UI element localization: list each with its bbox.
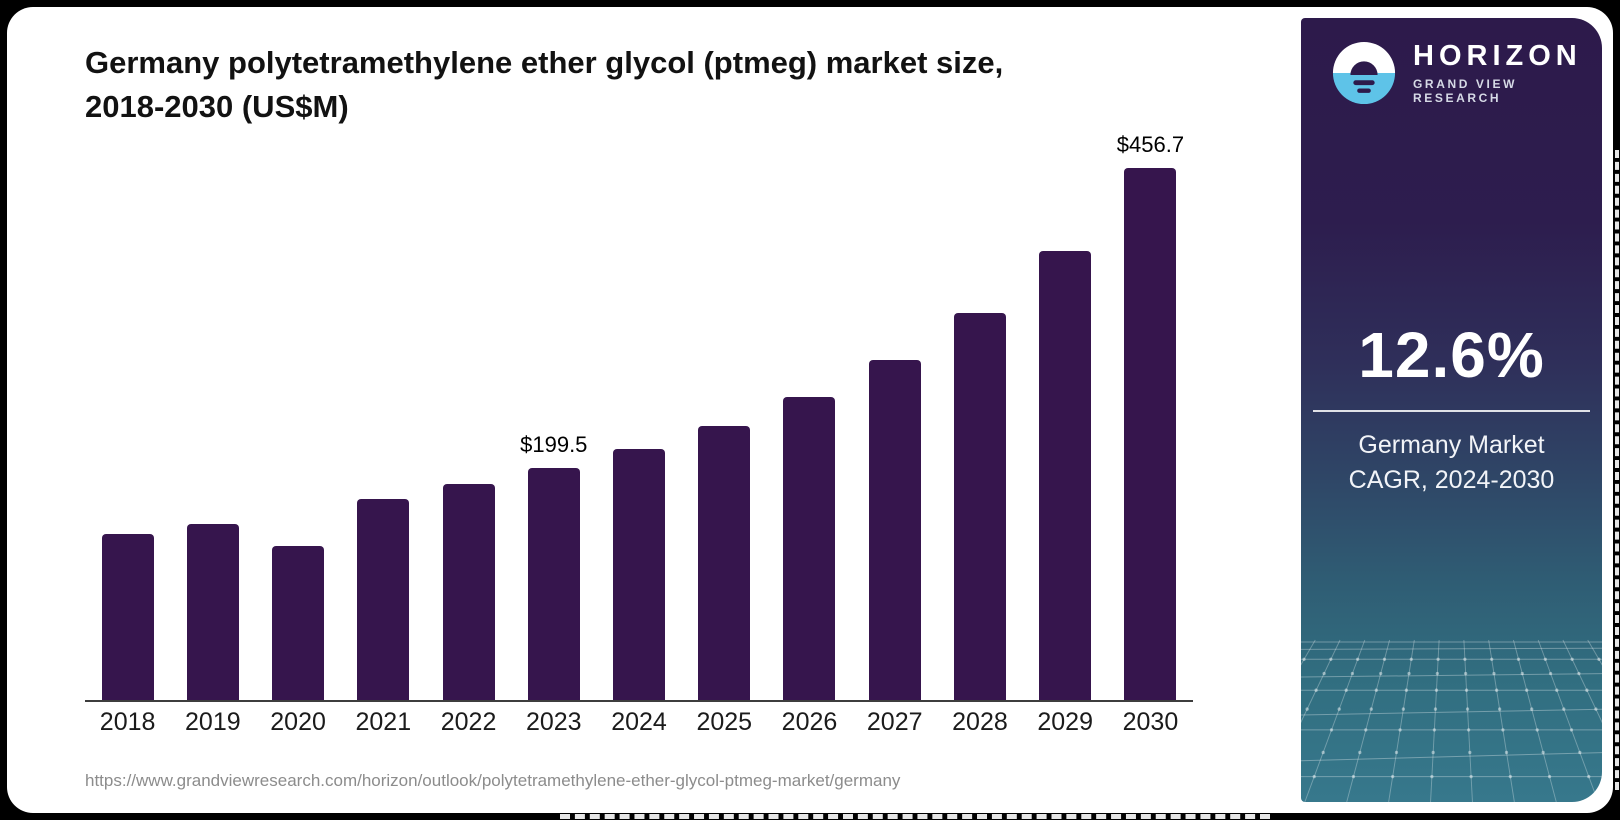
- source-url-link[interactable]: https://www.grandviewresearch.com/horizo…: [85, 771, 901, 790]
- x-tick-2018: 2018: [99, 708, 156, 736]
- cropped-content-dashes-right: [1615, 150, 1619, 790]
- x-tick-2029: 2029: [1037, 708, 1093, 736]
- x-tick-2023: 2023: [525, 708, 582, 736]
- bar-column-2024: [596, 140, 681, 700]
- cagr-caption: Germany Market CAGR, 2024-2030: [1301, 428, 1602, 498]
- infographic-card: Germany polytetramethylene ether glycol …: [7, 7, 1613, 813]
- bar-column-2025: [682, 140, 767, 700]
- brand-logo: HORIZON GRAND VIEW RESEARCH: [1331, 40, 1582, 106]
- wireframe-mesh-decoration: [1301, 632, 1602, 802]
- cagr-stat-block: 12.6% Germany Market CAGR, 2024-2030: [1301, 318, 1602, 498]
- cagr-caption-line2: CAGR, 2024-2030: [1348, 466, 1555, 494]
- cagr-value: 12.6%: [1358, 319, 1545, 391]
- x-tick-2020: 2020: [270, 708, 326, 736]
- x-tick-2022: 2022: [440, 708, 497, 736]
- brand-sidebar: HORIZON GRAND VIEW RESEARCH 12.6% German…: [1301, 18, 1602, 802]
- bar-2019[interactable]: [186, 523, 239, 700]
- bar-column-2018: [85, 140, 170, 700]
- brand-subtitle: GRAND VIEW RESEARCH: [1413, 76, 1517, 105]
- bar-2026[interactable]: [783, 397, 836, 700]
- chart-title: Germany polytetramethylene ether glycol …: [85, 41, 1195, 129]
- wireframe-mesh-svg: [1301, 639, 1602, 802]
- x-axis-tick-row: 2018 2019 2020 2021 2022 2023 2024 2025 2026 2027…: [85, 708, 1193, 737]
- cropped-content-dashes-bottom: [560, 814, 1270, 819]
- cagr-caption-line1: Germany Market: [1358, 431, 1545, 459]
- bar-2030[interactable]: [1124, 168, 1177, 700]
- x-tick-2026: 2026: [781, 708, 838, 736]
- brand-name: HORIZON: [1413, 40, 1582, 73]
- bar-column-2029: [1023, 140, 1108, 700]
- bar-column-2023: $199.5: [511, 140, 596, 700]
- bar-2025[interactable]: [698, 426, 751, 700]
- x-tick-2021: 2021: [355, 708, 412, 736]
- bar-2023[interactable]: [527, 467, 580, 700]
- bar-column-2026: [767, 140, 852, 700]
- bar-column-2019: [170, 140, 255, 700]
- chart-title-line1: Germany polytetramethylene ether glycol …: [85, 45, 1004, 80]
- x-tick-2027: 2027: [866, 708, 923, 736]
- bar-2028[interactable]: [953, 312, 1006, 700]
- bar-value-label-2030: $456.7: [1116, 132, 1185, 157]
- stat-divider: [1313, 410, 1590, 412]
- bar-2029[interactable]: [1039, 250, 1092, 700]
- x-tick-2024: 2024: [611, 708, 667, 736]
- bar-2020[interactable]: [272, 546, 325, 700]
- brand-text: HORIZON GRAND VIEW RESEARCH: [1413, 40, 1582, 105]
- bar-value-label-2023: $199.5: [520, 431, 588, 457]
- bar-column-2021: [341, 140, 426, 700]
- x-tick-2019: 2019: [185, 708, 241, 736]
- x-tick-2030: 2030: [1122, 708, 1179, 736]
- x-tick-2025: 2025: [696, 708, 753, 736]
- bar-column-2022: [426, 140, 511, 700]
- bar-chart-plot-area: $199.5 $456.7: [85, 132, 1193, 702]
- bar-column-2027: [852, 140, 937, 700]
- bar-column-2030: $456.7: [1108, 132, 1193, 700]
- bar-column-2028: [937, 140, 1022, 700]
- bar-column-2020: [255, 140, 340, 700]
- bar-2024[interactable]: [613, 449, 666, 700]
- chart-title-line2: 2018-2030 (US$M): [85, 89, 349, 125]
- bar-2018[interactable]: [101, 534, 154, 700]
- x-tick-2028: 2028: [952, 708, 1008, 736]
- horizon-sunrise-icon: [1332, 41, 1396, 105]
- bar-2021[interactable]: [357, 498, 410, 700]
- bar-2022[interactable]: [442, 483, 495, 700]
- bar-2027[interactable]: [868, 359, 921, 700]
